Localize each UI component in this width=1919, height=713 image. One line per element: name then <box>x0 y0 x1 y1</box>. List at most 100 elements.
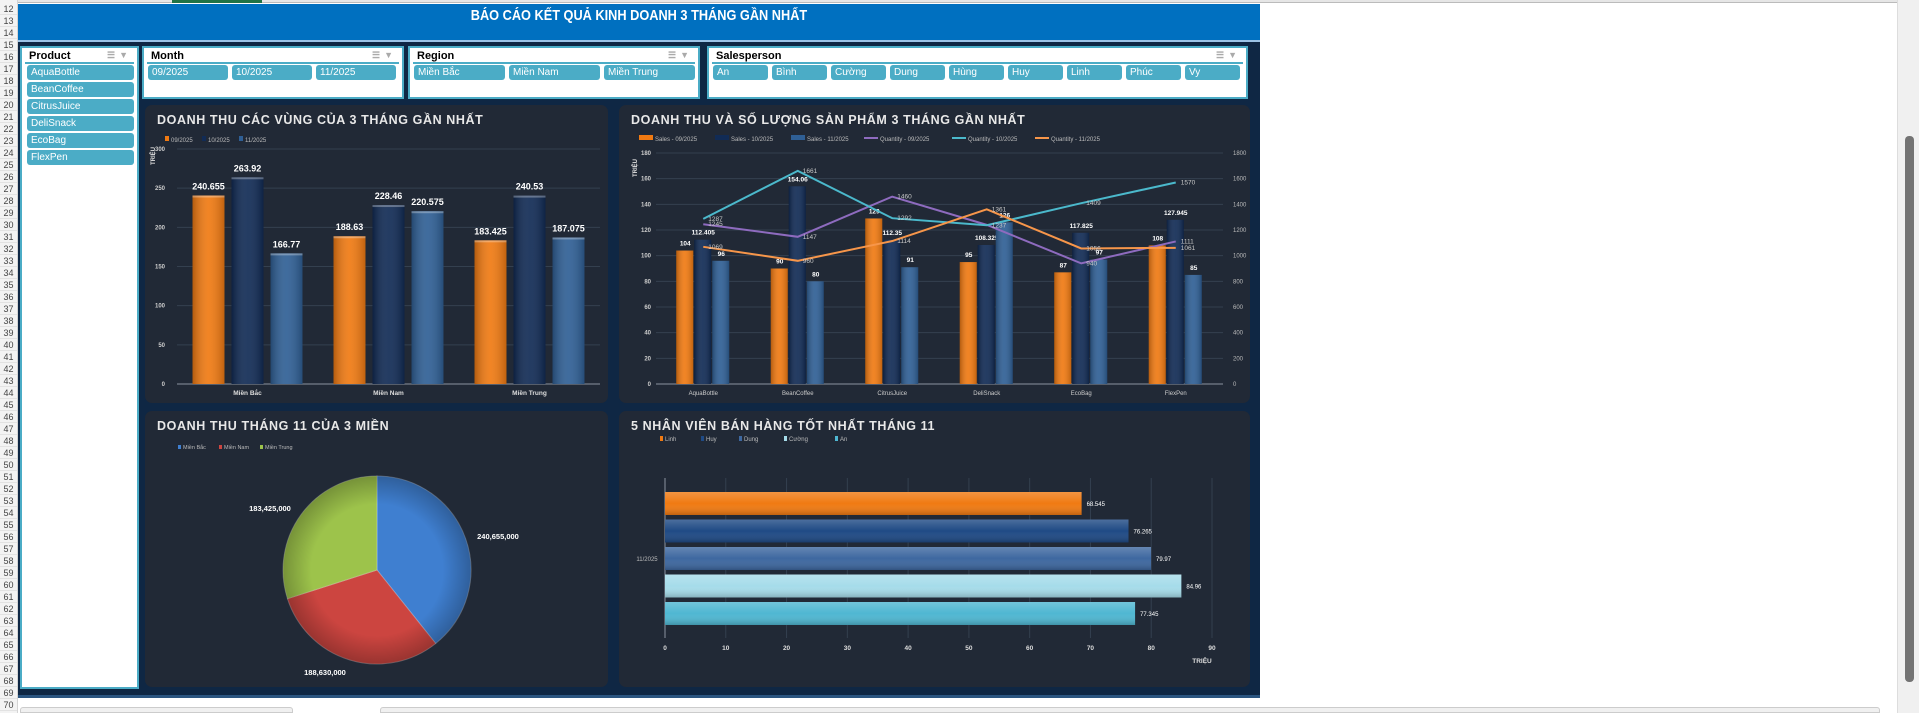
row-number[interactable]: 55 <box>0 519 17 531</box>
row-number[interactable]: 46 <box>0 411 17 423</box>
row-number[interactable]: 42 <box>0 363 17 375</box>
bar-shading <box>1072 232 1090 384</box>
row-number[interactable]: 59 <box>0 567 17 579</box>
row-number[interactable]: 44 <box>0 387 17 399</box>
row-number[interactable]: 60 <box>0 579 17 591</box>
slicer-item-salesperson[interactable]: Huy <box>1008 65 1063 80</box>
slicer-item-region[interactable]: Miền Nam <box>509 65 600 80</box>
multiselect-clear-filter-icons[interactable]: ☰▼ <box>372 50 397 60</box>
row-number[interactable]: 58 <box>0 555 17 567</box>
row-number[interactable]: 66 <box>0 651 17 663</box>
chart-november-region-pie[interactable]: DOANH THU THÁNG 11 CỦA 3 MIỀN Miền Bắc Mi… <box>145 411 608 687</box>
slicer-item-region[interactable]: Miền Trung <box>604 65 695 80</box>
row-number[interactable]: 28 <box>0 195 17 207</box>
row-number[interactable]: 18 <box>0 75 17 87</box>
slicer-item-salesperson[interactable]: Hùng <box>949 65 1004 80</box>
slicer-item-product[interactable]: FlexPen <box>27 150 134 165</box>
row-number[interactable]: 61 <box>0 591 17 603</box>
chart-region-revenue[interactable]: DOANH THU CÁC VÙNG CỦA 3 THÁNG GẦN NHẤT … <box>145 105 608 403</box>
slicer-item-region[interactable]: Miền Bắc <box>414 65 505 80</box>
row-number[interactable]: 24 <box>0 147 17 159</box>
row-number[interactable]: 20 <box>0 99 17 111</box>
row-number[interactable]: 49 <box>0 447 17 459</box>
slicer-item-month[interactable]: 11/2025 <box>316 65 396 80</box>
row-number[interactable]: 43 <box>0 375 17 387</box>
row-number[interactable]: 29 <box>0 207 17 219</box>
slicer-item-salesperson[interactable]: Dung <box>890 65 945 80</box>
row-number[interactable]: 63 <box>0 615 17 627</box>
row-number[interactable]: 16 <box>0 51 17 63</box>
row-number[interactable]: 70 <box>0 699 17 711</box>
row-number[interactable]: 51 <box>0 471 17 483</box>
row-number[interactable]: 68 <box>0 675 17 687</box>
row-number[interactable]: 14 <box>0 27 17 39</box>
slicer-item-product[interactable]: AquaBottle <box>27 65 134 80</box>
slicer-item-salesperson[interactable]: Phúc <box>1126 65 1181 80</box>
row-number[interactable]: 12 <box>0 3 17 15</box>
row-number[interactable]: 13 <box>0 15 17 27</box>
slicer-item-month[interactable]: 10/2025 <box>232 65 312 80</box>
row-number[interactable]: 41 <box>0 351 17 363</box>
row-number[interactable]: 22 <box>0 123 17 135</box>
data-label: 108.325 <box>975 235 999 242</box>
slicer-item-salesperson[interactable]: Linh <box>1067 65 1122 80</box>
horizontal-scrollbar[interactable] <box>380 707 1880 713</box>
multiselect-clear-filter-icons[interactable]: ☰▼ <box>107 50 132 60</box>
slicer-item-salesperson[interactable]: Cường <box>831 65 886 80</box>
row-number[interactable]: 53 <box>0 495 17 507</box>
row-number[interactable]: 19 <box>0 87 17 99</box>
chart-product-revenue-quantity[interactable]: DOANH THU VÀ SỐ LƯỢNG SẢN PHẨM 3 THÁNG G… <box>619 105 1250 403</box>
row-number[interactable]: 33 <box>0 255 17 267</box>
bar-shading <box>665 574 1182 598</box>
row-number[interactable]: 26 <box>0 171 17 183</box>
row-number[interactable]: 17 <box>0 63 17 75</box>
scrollbar-thumb[interactable] <box>1905 136 1914 682</box>
slicer-item-salesperson[interactable]: Vy <box>1185 65 1240 80</box>
row-number[interactable]: 62 <box>0 603 17 615</box>
y-tick-label: 250 <box>155 186 166 192</box>
row-number[interactable]: 67 <box>0 663 17 675</box>
slicer-item-product[interactable]: DeliSnack <box>27 116 134 131</box>
row-number[interactable]: 50 <box>0 459 17 471</box>
slicer-item-salesperson[interactable]: Bình <box>772 65 827 80</box>
row-number[interactable]: 65 <box>0 639 17 651</box>
row-number[interactable]: 36 <box>0 291 17 303</box>
slicer-item-product[interactable]: EcoBag <box>27 133 134 148</box>
row-number[interactable]: 37 <box>0 303 17 315</box>
bar-shading <box>513 195 546 384</box>
row-number[interactable]: 69 <box>0 687 17 699</box>
row-number[interactable]: 64 <box>0 627 17 639</box>
row-number[interactable]: 15 <box>0 39 17 51</box>
row-number[interactable]: 52 <box>0 483 17 495</box>
row-number[interactable]: 23 <box>0 135 17 147</box>
row-number[interactable]: 54 <box>0 507 17 519</box>
slicer-item-product[interactable]: CitrusJuice <box>27 99 134 114</box>
row-number[interactable]: 56 <box>0 531 17 543</box>
row-number[interactable]: 48 <box>0 435 17 447</box>
sheet-tabs-bar[interactable] <box>20 707 293 713</box>
row-number[interactable]: 45 <box>0 399 17 411</box>
slicer-item-salesperson[interactable]: An <box>713 65 768 80</box>
row-number[interactable]: 31 <box>0 231 17 243</box>
row-number[interactable]: 34 <box>0 267 17 279</box>
row-number[interactable]: 39 <box>0 327 17 339</box>
x-tick-label: 70 <box>1087 645 1095 652</box>
row-number[interactable]: 40 <box>0 339 17 351</box>
x-tick-label: 0 <box>663 645 667 652</box>
row-number[interactable]: 27 <box>0 183 17 195</box>
row-number[interactable]: 47 <box>0 423 17 435</box>
row-number[interactable]: 21 <box>0 111 17 123</box>
row-number[interactable]: 32 <box>0 243 17 255</box>
row-number[interactable]: 35 <box>0 279 17 291</box>
multiselect-clear-filter-icons[interactable]: ☰▼ <box>1216 50 1241 60</box>
multiselect-clear-filter-icons[interactable]: ☰▼ <box>668 50 693 60</box>
chart-top5-salesperson[interactable]: 5 NHÂN VIÊN BÁN HÀNG TỐT NHẤT THÁNG 11 L… <box>619 411 1250 687</box>
slicer-item-month[interactable]: 09/2025 <box>148 65 228 80</box>
row-number[interactable]: 57 <box>0 543 17 555</box>
slicer-item-product[interactable]: BeanCoffee <box>27 82 134 97</box>
row-number[interactable]: 30 <box>0 219 17 231</box>
row-number[interactable]: 25 <box>0 159 17 171</box>
data-label: 117.825 <box>1070 223 1094 230</box>
vertical-scrollbar[interactable] <box>1897 0 1919 713</box>
row-number[interactable]: 38 <box>0 315 17 327</box>
